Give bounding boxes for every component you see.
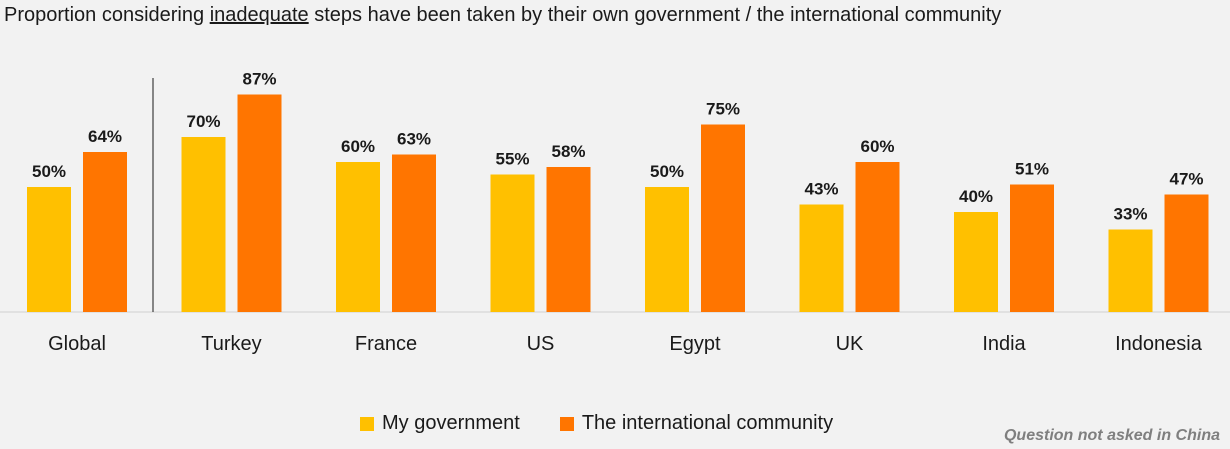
bar-turkey-my-government (181, 137, 226, 312)
bar-us-my-government (490, 174, 535, 312)
category-label-us: US (527, 333, 555, 355)
bar-india-my-government (954, 212, 998, 312)
bar-uk-international-community (855, 162, 900, 312)
chart-title-suffix: steps have been taken by their own gover… (308, 4, 1002, 26)
bar-uk-my-government (799, 204, 844, 312)
legend-label-international-community: The international community (581, 412, 834, 434)
data-label-us-international-community: 58% (551, 142, 585, 161)
category-label-global: Global (48, 333, 106, 355)
data-label-france-international-community: 63% (397, 130, 431, 149)
bar-indonesia-international-community (1164, 194, 1209, 312)
bar-egypt-my-government (645, 187, 689, 312)
bar-chart: 50% 64% Global 70% 87% Turkey 60% 63% France 55% 5… (0, 70, 1230, 355)
data-label-global-my-government: 50% (32, 162, 66, 181)
data-label-uk-my-government: 43% (804, 180, 838, 199)
data-label-france-my-government: 60% (341, 137, 375, 156)
legend-item-international-community: The international community (559, 412, 834, 435)
data-label-egypt-my-government: 50% (650, 162, 684, 181)
chart-legend: My government The international communit… (360, 412, 873, 435)
data-label-egypt-international-community: 75% (706, 100, 740, 119)
data-label-uk-international-community: 60% (860, 137, 894, 156)
data-label-turkey-international-community: 87% (242, 70, 276, 89)
bar-indonesia-my-government (1108, 229, 1153, 312)
data-label-us-my-government: 55% (495, 150, 529, 169)
data-label-indonesia-international-community: 47% (1169, 170, 1203, 189)
bar-egypt-international-community (701, 124, 745, 312)
legend-swatch-international-community (559, 416, 574, 431)
chart-title: Proportion considering inadequate steps … (4, 4, 1001, 27)
bar-us-international-community (546, 167, 591, 312)
footnote: Question not asked in China (1003, 427, 1220, 444)
bar-france-my-government (336, 162, 380, 312)
data-label-global-international-community: 64% (88, 127, 122, 146)
bar-france-international-community (392, 154, 436, 312)
bar-india-international-community (1010, 184, 1054, 312)
chart-title-prefix: Proportion considering (4, 4, 210, 26)
data-label-india-international-community: 51% (1015, 160, 1049, 179)
bar-turkey-international-community (237, 94, 282, 312)
data-label-indonesia-my-government: 33% (1113, 205, 1147, 224)
category-label-india: India (982, 333, 1026, 355)
bar-global-my-government (27, 187, 71, 312)
category-label-egypt: Egypt (669, 333, 721, 355)
category-label-uk: UK (836, 333, 864, 355)
data-label-turkey-my-government: 70% (186, 112, 220, 131)
legend-item-my-government: My government (360, 412, 520, 435)
category-label-indonesia: Indonesia (1115, 333, 1203, 355)
legend-swatch-my-government (360, 416, 374, 431)
chart-title-emphasis: inadequate (209, 4, 309, 26)
legend-label-my-government: My government (382, 412, 520, 434)
category-label-turkey: Turkey (201, 333, 261, 355)
data-label-india-my-government: 40% (959, 187, 993, 206)
bar-global-international-community (83, 152, 127, 312)
category-label-france: France (355, 333, 417, 355)
